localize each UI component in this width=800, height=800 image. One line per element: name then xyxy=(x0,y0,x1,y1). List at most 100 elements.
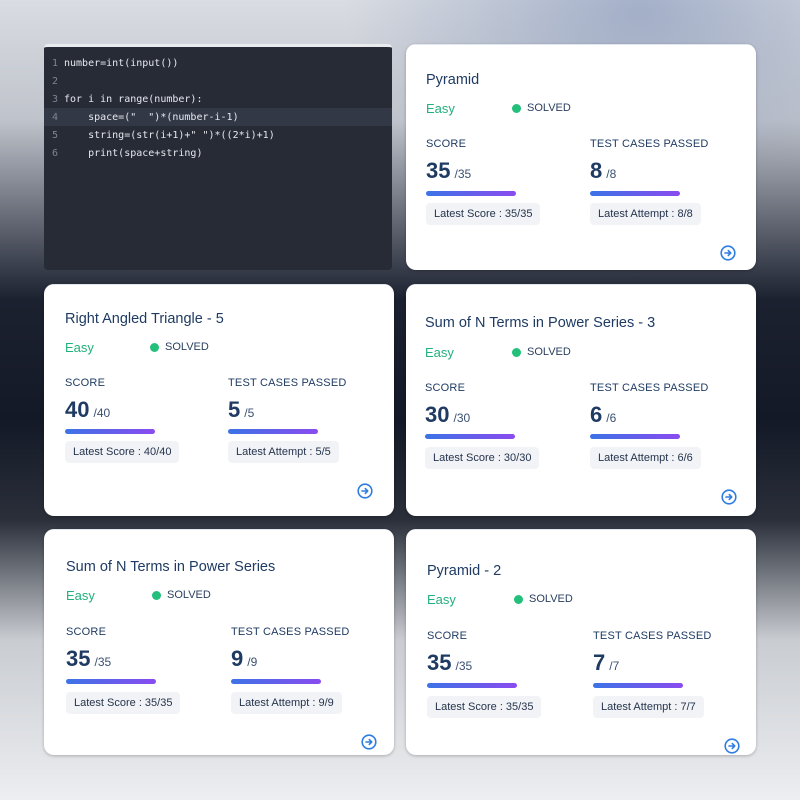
cases-number: 6 xyxy=(590,402,603,427)
score-value: 40 /40 xyxy=(65,397,110,423)
status-badge: SOLVED xyxy=(512,102,571,114)
difficulty-label: Easy xyxy=(66,588,95,603)
line-number: 1 xyxy=(51,57,58,69)
green-dot-icon xyxy=(514,594,523,604)
difficulty-label: Easy xyxy=(425,345,454,360)
green-dot-icon xyxy=(150,342,159,352)
line-number: 3 xyxy=(51,93,58,105)
difficulty-label: Easy xyxy=(427,592,456,607)
score-number: 35 xyxy=(66,646,91,671)
score-progress-bar xyxy=(65,429,155,434)
test-cases-progress-bar xyxy=(593,683,683,688)
green-dot-icon xyxy=(512,103,521,113)
score-number: 35 xyxy=(426,158,451,183)
test-cases-label: TEST CASES PASSED xyxy=(590,382,709,394)
latest-attempt: Latest Attempt : 6/6 xyxy=(590,447,701,469)
code-text: space=(" ")*(number-i-1) xyxy=(64,111,239,123)
latest-score: Latest Score : 40/40 xyxy=(65,441,180,463)
test-cases-progress-bar xyxy=(231,679,321,684)
test-cases-progress-bar xyxy=(590,434,680,439)
status-badge: SOLVED xyxy=(514,593,573,605)
test-cases-label: TEST CASES PASSED xyxy=(228,377,347,389)
score-value: 35 /35 xyxy=(426,158,471,184)
code-editor[interactable]: 1 number=int(input()) 2 3 for i in range… xyxy=(44,44,392,270)
cases-number: 8 xyxy=(590,158,603,183)
status-label: SOLVED xyxy=(167,589,211,601)
score-label: SCORE xyxy=(427,630,468,642)
arrow-right-circle-icon[interactable] xyxy=(361,734,377,750)
score-total: /30 xyxy=(453,411,471,425)
line-number: 5 xyxy=(51,129,58,141)
latest-attempt: Latest Attempt : 9/9 xyxy=(231,692,342,714)
score-total: /35 xyxy=(455,659,473,673)
score-total: /40 xyxy=(93,406,111,420)
problem-card[interactable]: Sum of N Terms in Power Series Easy SOLV… xyxy=(44,529,394,755)
test-cases-progress-bar xyxy=(228,429,318,434)
score-label: SCORE xyxy=(65,377,106,389)
problem-title[interactable]: Sum of N Terms in Power Series - 3 xyxy=(425,315,656,331)
score-progress-bar xyxy=(66,679,156,684)
latest-score: Latest Score : 30/30 xyxy=(425,447,540,469)
test-cases-value: 5 /5 xyxy=(228,397,254,423)
score-total: /35 xyxy=(94,655,112,669)
green-dot-icon xyxy=(152,590,161,600)
line-number: 6 xyxy=(51,147,58,159)
latest-attempt: Latest Attempt : 8/8 xyxy=(590,203,701,225)
score-progress-bar xyxy=(425,434,515,439)
green-dot-icon xyxy=(512,347,521,357)
score-label: SCORE xyxy=(426,138,467,150)
status-badge: SOLVED xyxy=(512,346,571,358)
status-label: SOLVED xyxy=(165,341,209,353)
score-value: 35 /35 xyxy=(427,650,472,676)
test-cases-value: 6 /6 xyxy=(590,402,616,428)
line-number: 4 xyxy=(51,111,58,123)
score-number: 35 xyxy=(427,650,452,675)
latest-attempt: Latest Attempt : 5/5 xyxy=(228,441,339,463)
arrow-right-circle-icon[interactable] xyxy=(721,489,737,505)
test-cases-label: TEST CASES PASSED xyxy=(590,138,709,150)
code-line: 2 xyxy=(44,72,392,90)
arrow-right-circle-icon[interactable] xyxy=(724,738,740,754)
cases-total: /7 xyxy=(609,659,620,673)
latest-score: Latest Score : 35/35 xyxy=(66,692,181,714)
difficulty-label: Easy xyxy=(426,101,455,116)
code-line: 5 string=(str(i+1)+" ")*((2*i)+1) xyxy=(44,126,392,144)
arrow-right-circle-icon[interactable] xyxy=(357,483,373,499)
test-cases-value: 8 /8 xyxy=(590,158,616,184)
problem-title[interactable]: Pyramid xyxy=(426,72,480,88)
score-value: 35 /35 xyxy=(66,646,111,672)
code-line: 3 for i in range(number): xyxy=(44,90,392,108)
score-number: 30 xyxy=(425,402,450,427)
problem-card[interactable]: Right Angled Triangle - 5 Easy SOLVED SC… xyxy=(44,284,394,516)
test-cases-value: 9 /9 xyxy=(231,646,257,672)
arrow-right-circle-icon[interactable] xyxy=(720,245,736,261)
problem-title[interactable]: Pyramid - 2 xyxy=(427,563,502,579)
code-line: 1 number=int(input()) xyxy=(44,54,392,72)
latest-score: Latest Score : 35/35 xyxy=(427,696,542,718)
problem-title[interactable]: Right Angled Triangle - 5 xyxy=(65,311,224,327)
problem-title[interactable]: Sum of N Terms in Power Series xyxy=(66,559,276,575)
score-progress-bar xyxy=(426,191,516,196)
status-label: SOLVED xyxy=(527,102,571,114)
score-label: SCORE xyxy=(66,626,107,638)
line-number: 2 xyxy=(51,75,58,87)
problem-card[interactable]: Pyramid - 2 Easy SOLVED SCORE TEST CASES… xyxy=(406,529,756,755)
problem-card[interactable]: Pyramid Easy SOLVED SCORE TEST CASES PAS… xyxy=(406,44,756,270)
status-label: SOLVED xyxy=(529,593,573,605)
latest-attempt: Latest Attempt : 7/7 xyxy=(593,696,704,718)
cases-total: /9 xyxy=(247,655,258,669)
score-value: 30 /30 xyxy=(425,402,470,428)
cases-total: /6 xyxy=(606,411,617,425)
cases-number: 7 xyxy=(593,650,606,675)
difficulty-label: Easy xyxy=(65,340,94,355)
status-label: SOLVED xyxy=(527,346,571,358)
cases-total: /5 xyxy=(244,406,255,420)
score-total: /35 xyxy=(454,167,472,181)
problem-card[interactable]: Sum of N Terms in Power Series - 3 Easy … xyxy=(406,284,756,516)
code-line: 6 print(space+string) xyxy=(44,144,392,162)
code-text: for i in range(number): xyxy=(64,93,203,105)
test-cases-label: TEST CASES PASSED xyxy=(593,630,712,642)
cases-number: 5 xyxy=(228,397,241,422)
score-number: 40 xyxy=(65,397,90,422)
cases-total: /8 xyxy=(606,167,617,181)
